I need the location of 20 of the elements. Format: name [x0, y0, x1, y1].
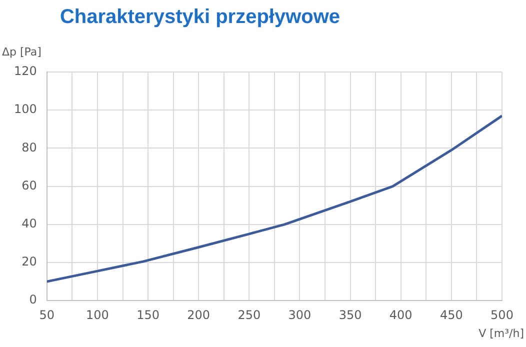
- y-tick-label: 120: [14, 64, 37, 78]
- x-tick-label: 500: [490, 308, 514, 322]
- x-tick-label: 250: [238, 308, 261, 322]
- x-axis-title: V [m³/h]: [478, 326, 524, 340]
- x-tick-label: 150: [136, 308, 160, 322]
- y-axis-title: Δp [Pa]: [2, 45, 42, 58]
- x-tick-label: 400: [389, 308, 412, 322]
- y-tick-label: 60: [22, 178, 37, 192]
- x-tick-label: 100: [86, 308, 109, 322]
- y-tick-label: 80: [22, 140, 37, 154]
- chart-title: Charakterystyki przepływowe: [58, 6, 342, 29]
- x-tick-label: 350: [338, 308, 362, 322]
- y-tick-label: 100: [14, 102, 37, 116]
- x-tick-label: 50: [39, 308, 55, 322]
- y-tick-label: 20: [22, 254, 37, 269]
- y-tick-label: 0: [29, 292, 37, 307]
- y-tick-label: 40: [22, 216, 37, 231]
- x-tick-label: 200: [187, 308, 210, 322]
- x-tick-label: 450: [440, 308, 463, 322]
- x-tick-label: 300: [288, 308, 312, 322]
